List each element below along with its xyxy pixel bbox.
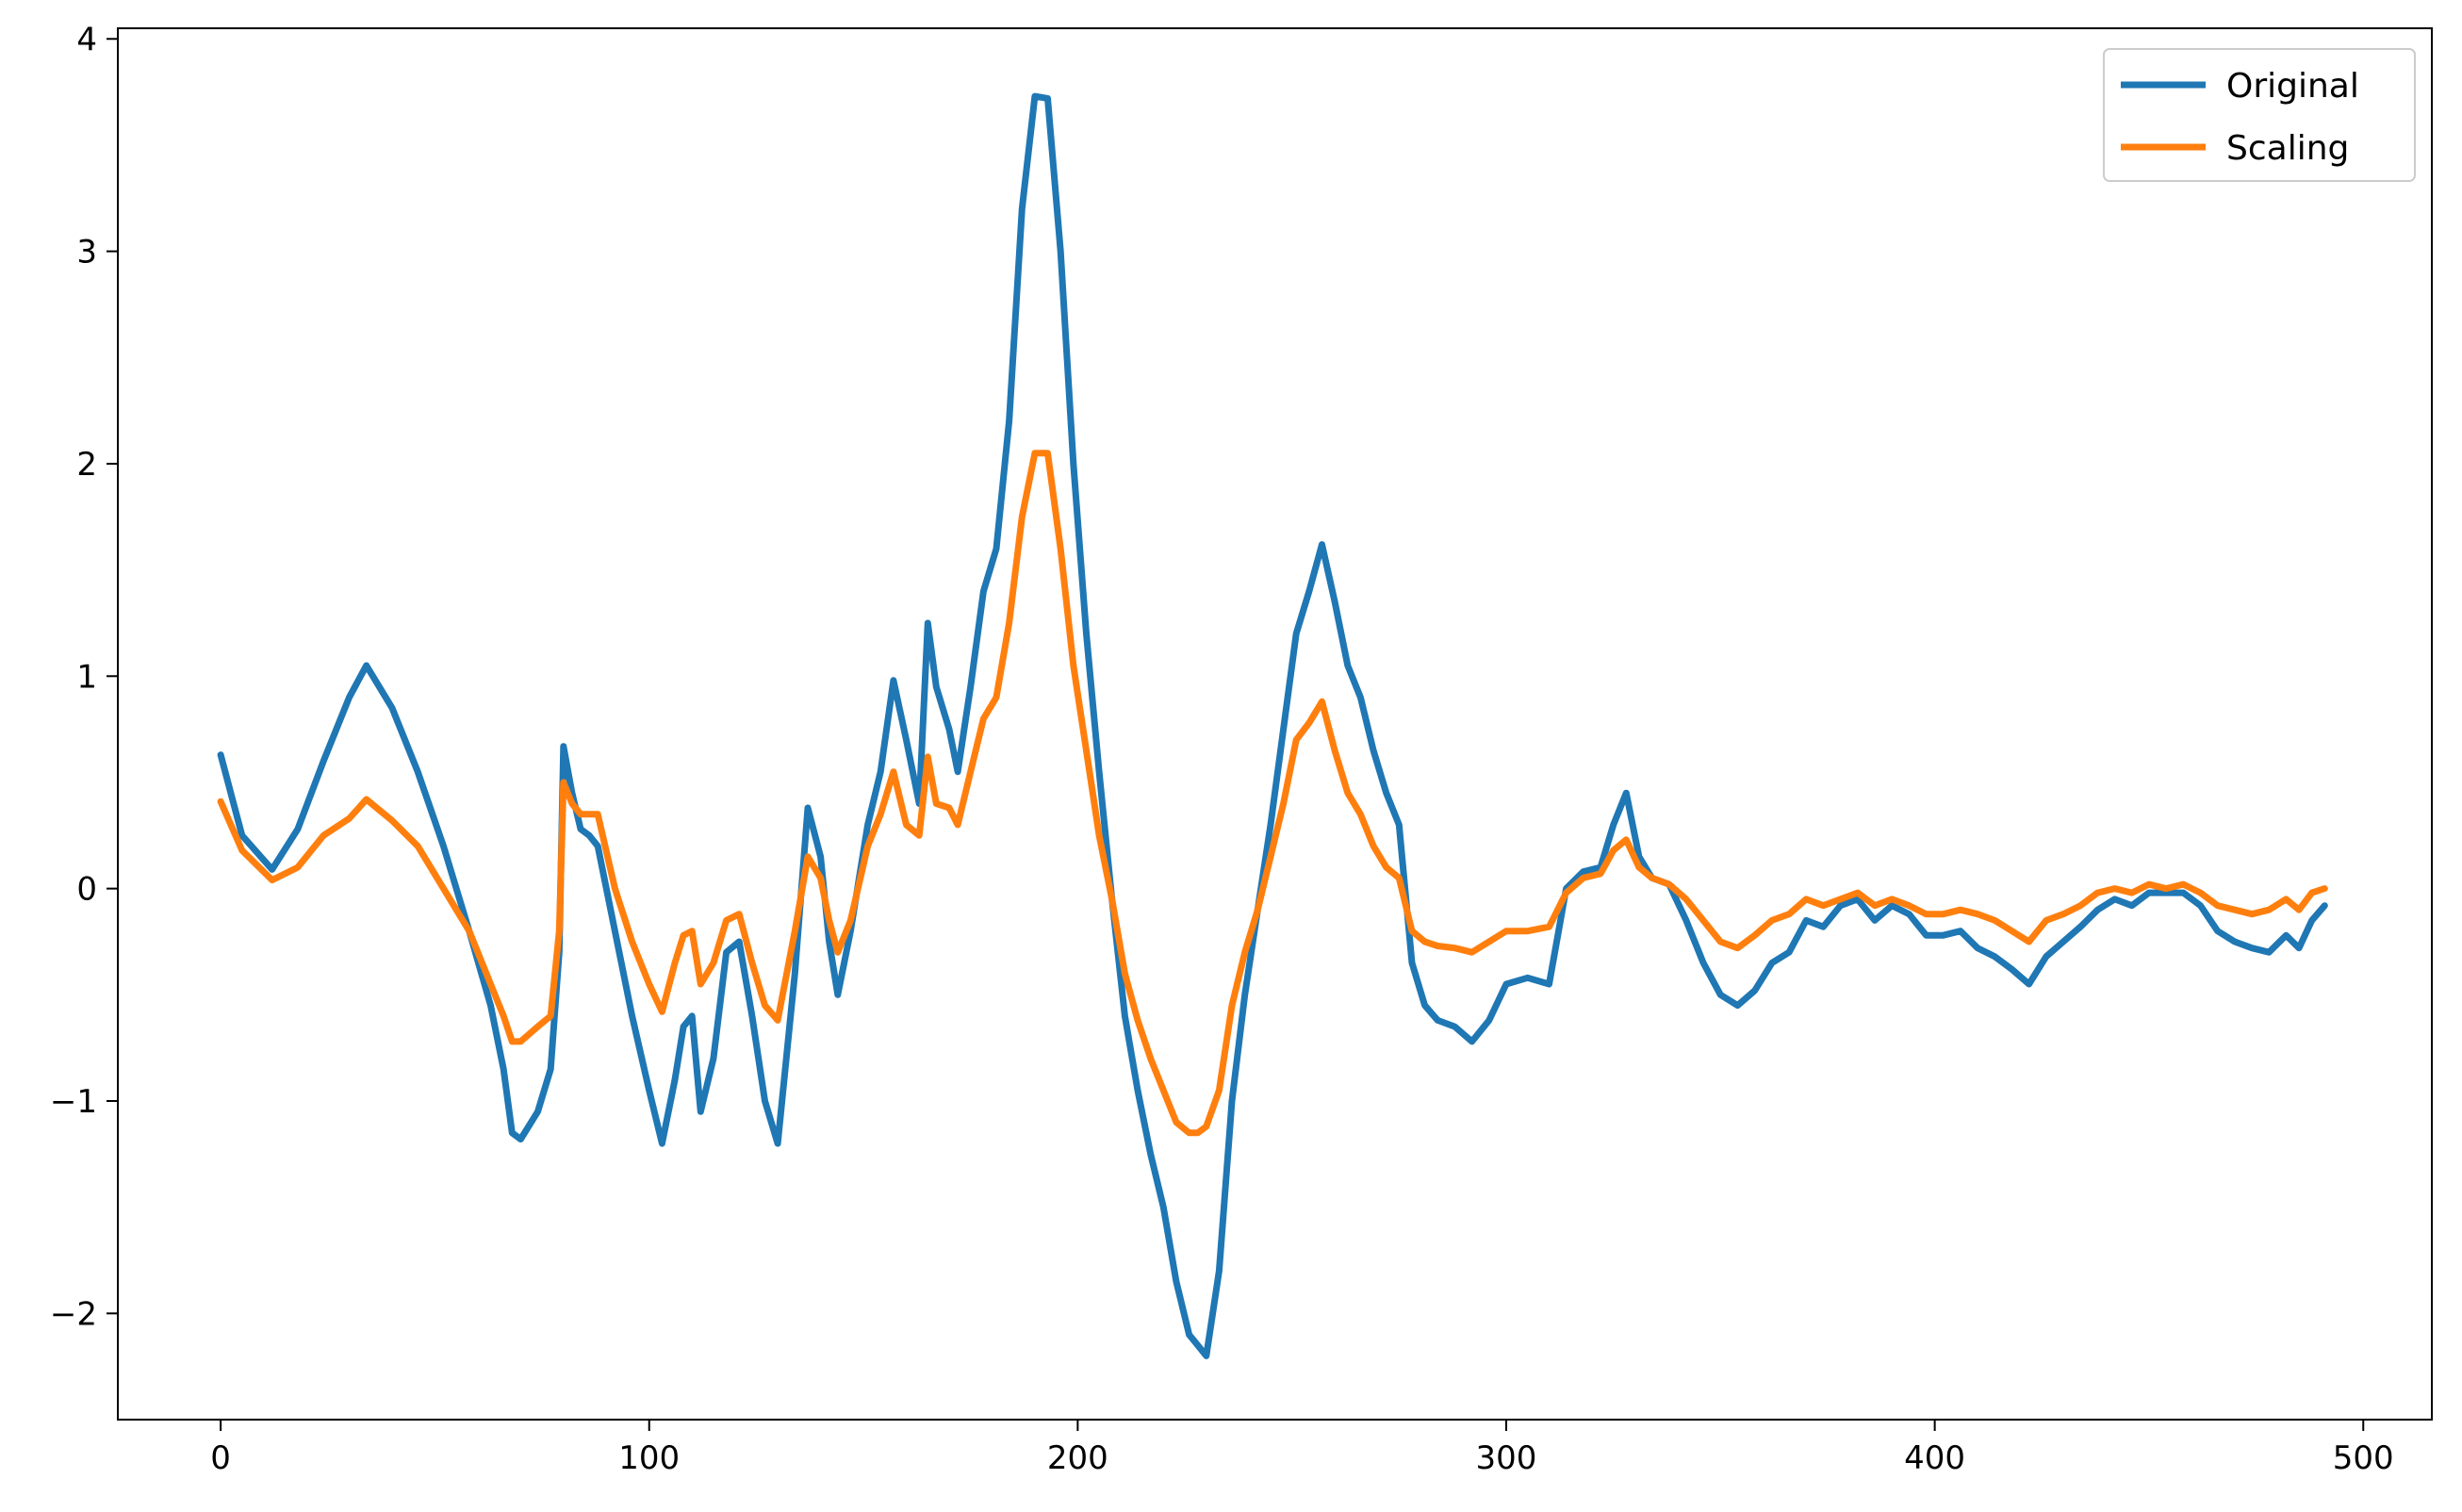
series-line-scaling [217, 450, 2328, 1137]
legend-label-scaling: Scaling [2226, 129, 2349, 168]
y-tick-label: −1 [50, 1083, 97, 1121]
plot-area [118, 28, 2432, 1420]
y-tick-label: 1 [76, 658, 97, 696]
series-layer [217, 92, 2328, 1359]
axes-frame [117, 27, 2433, 1421]
y-tick-label: 4 [76, 21, 97, 58]
y-tick-label: 0 [76, 871, 97, 909]
x-tick-label: 300 [1476, 1439, 1537, 1477]
legend-label-original: Original [2226, 67, 2359, 106]
legend: Original Scaling [2103, 48, 2416, 182]
x-tick-label: 400 [1904, 1439, 1965, 1477]
x-tick-label: 0 [210, 1439, 231, 1477]
y-tick-label: −2 [50, 1295, 97, 1333]
x-tick-label: 100 [618, 1439, 680, 1477]
y-tick-label: 2 [76, 446, 97, 484]
x-tick-label: 500 [2333, 1439, 2394, 1477]
y-tick-label: 3 [76, 234, 97, 271]
series-line-original [217, 92, 2328, 1359]
axes-layer: 0 100 200 300 400 500 −2 −1 0 1 2 3 4 [50, 21, 2433, 1477]
x-tick-label: 200 [1047, 1439, 1108, 1477]
